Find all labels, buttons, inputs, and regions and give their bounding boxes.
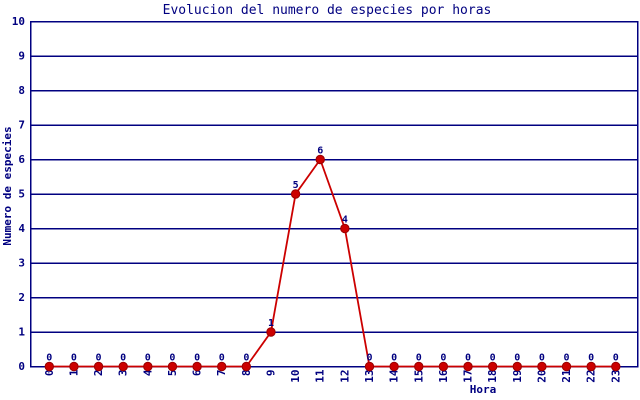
y-axis-title: Numero de especies <box>1 126 14 245</box>
point-value-label: 0 <box>46 353 52 364</box>
x-tick-label: 1 <box>67 369 80 376</box>
data-point <box>414 361 424 372</box>
y-tick-label: 4 <box>18 222 25 235</box>
data-point <box>512 361 522 372</box>
y-tick-label: 0 <box>18 360 25 373</box>
y-tick-label: 1 <box>18 326 25 339</box>
point-value-label: 0 <box>194 353 200 364</box>
y-tick-label: 7 <box>18 119 25 132</box>
data-point <box>586 361 596 372</box>
data-point <box>537 361 547 372</box>
data-point <box>290 189 301 199</box>
data-point <box>192 361 202 372</box>
data-point <box>340 223 350 234</box>
data-point <box>438 361 449 372</box>
x-tick-label: 4 <box>141 369 154 376</box>
chart-title: Evolucion del numero de especies por hor… <box>163 3 492 18</box>
point-value-label: 0 <box>564 353 570 364</box>
x-tick-label: 21 <box>560 369 573 383</box>
x-tick-label: 3 <box>117 370 130 377</box>
point-value-label: 0 <box>71 353 77 364</box>
y-tick-labels: 0 1 2 3 4 5 6 7 8 9 10 <box>12 15 26 373</box>
x-tick-label: 13 <box>363 370 376 383</box>
data-point <box>364 361 375 372</box>
x-tick-label: 10 <box>289 370 302 383</box>
x-tick-label: 22 <box>585 370 598 383</box>
point-value-label: 1 <box>268 318 274 329</box>
data-point <box>167 361 178 372</box>
x-tick-label: 14 <box>388 369 401 383</box>
point-value-label: 0 <box>440 353 446 364</box>
data-point <box>143 361 153 372</box>
point-value-label: 0 <box>490 353 496 364</box>
point-value-label: 0 <box>391 353 397 364</box>
data-point <box>118 361 128 372</box>
plot-border <box>29 20 639 368</box>
data-point <box>611 361 621 372</box>
point-value-label: 0 <box>366 353 372 364</box>
point-value-label: 0 <box>613 353 619 364</box>
x-tick-label: 23 <box>609 370 622 383</box>
x-axis-title: Hora <box>470 383 497 396</box>
point-value-labels: 0 0 0 0 0 0 0 0 0 1 5 6 4 0 0 0 0 0 0 0 0 0 0 0 <box>46 146 619 364</box>
x-tick-label: 18 <box>486 370 499 383</box>
series-layer <box>44 154 621 372</box>
data-point <box>561 361 572 372</box>
plot-border-layer <box>29 20 639 368</box>
point-value-label: 6 <box>317 146 323 157</box>
point-value-label: 0 <box>219 353 225 364</box>
point-value-label: 0 <box>120 353 126 364</box>
y-tick-label: 9 <box>18 50 25 63</box>
point-value-label: 4 <box>342 215 348 226</box>
data-point <box>315 154 325 165</box>
x-tick-label: 2 <box>92 370 105 377</box>
x-tick-label: 7 <box>215 370 228 377</box>
data-point <box>241 361 252 372</box>
y-tick-label: 6 <box>18 153 25 166</box>
data-point <box>487 361 498 372</box>
y-tick-label: 3 <box>18 257 25 270</box>
data-point <box>93 361 104 372</box>
point-value-label: 0 <box>465 353 471 364</box>
data-point <box>463 361 473 372</box>
x-tick-label: 5 <box>166 370 179 377</box>
point-value-label: 0 <box>96 353 102 364</box>
data-point <box>389 361 399 372</box>
x-tick-labels: 0 1 2 3 4 5 6 7 8 9 10 11 12 13 14 15 16 17 18 19 20 21 22 23 <box>43 369 622 383</box>
point-value-label: 0 <box>145 353 151 364</box>
x-tick-label: 17 <box>462 370 475 383</box>
point-value-label: 0 <box>588 353 594 364</box>
point-value-label: 5 <box>293 180 299 191</box>
x-tick-label: 19 <box>511 370 524 383</box>
point-value-label: 0 <box>416 353 422 364</box>
data-point <box>44 361 54 372</box>
x-tick-label: 9 <box>264 370 277 377</box>
x-tick-label: 16 <box>437 369 450 383</box>
point-value-label: 0 <box>169 353 175 364</box>
grid-layer <box>30 55 638 333</box>
x-tick-label: 11 <box>314 369 327 383</box>
y-tick-label: 8 <box>18 84 25 97</box>
point-value-label: 0 <box>539 353 545 364</box>
x-tick-label: 20 <box>535 370 548 383</box>
y-tick-label: 10 <box>12 15 25 28</box>
x-tick-label: 12 <box>338 370 351 383</box>
data-point <box>217 361 227 372</box>
point-value-label: 0 <box>514 353 520 364</box>
data-point <box>266 327 276 337</box>
x-tick-label: 6 <box>191 369 204 376</box>
x-tick-label: 0 <box>43 370 56 377</box>
x-tick-label: 15 <box>412 370 425 383</box>
data-point <box>69 361 79 372</box>
y-tick-label: 2 <box>18 291 25 304</box>
point-value-label: 0 <box>243 353 249 364</box>
y-tick-label: 5 <box>18 188 25 201</box>
x-tick-label: 8 <box>240 370 253 377</box>
